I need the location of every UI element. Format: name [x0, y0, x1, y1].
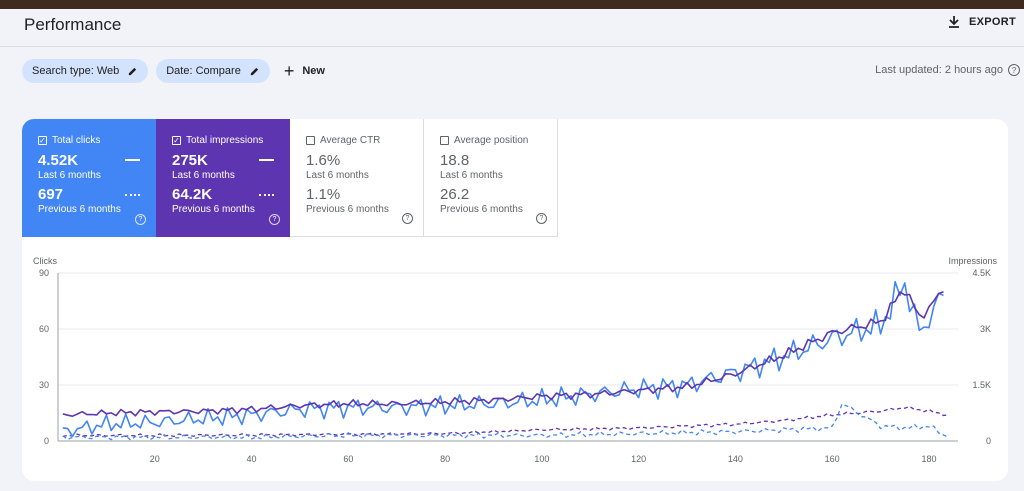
metric-value: 18.8 — [440, 152, 470, 169]
metric-prev-period: Previous 6 months — [172, 204, 255, 215]
edit-icon — [129, 67, 137, 75]
metric-period: Last 6 months — [306, 170, 369, 181]
metric-prev-period: Previous 6 months — [306, 204, 389, 215]
metric-label: Total clicks — [52, 135, 101, 146]
x-tick-label: 100 — [534, 454, 549, 464]
edit-icon — [250, 67, 258, 75]
metric-value: 4.52K — [38, 152, 79, 169]
x-tick-label: 120 — [631, 454, 646, 464]
metric-value: 275K — [172, 152, 208, 169]
download-icon — [948, 16, 959, 28]
metric-prev-value: 64.2K — [172, 186, 213, 203]
right-axis-label: Impressions — [948, 256, 997, 266]
page-header: Performance EXPORT — [0, 9, 1024, 47]
metric-period: Last 6 months — [172, 170, 235, 181]
checkbox-checked-icon[interactable]: ✓ — [38, 135, 47, 145]
right-tick-label: 1.5K — [972, 380, 991, 390]
help-icon[interactable]: ? — [536, 213, 547, 224]
metric-prev-value: 697 — [38, 186, 64, 203]
left-tick-label: 60 — [39, 324, 49, 334]
metric-label-row: Average position — [440, 135, 557, 146]
metric-total-clicks[interactable]: ✓ Total clicks 4.52K Last 6 months 697 P… — [22, 119, 156, 237]
metric-label-row: Average CTR — [306, 135, 423, 146]
right-tick-label: 3K — [980, 324, 991, 334]
performance-card: ✓ Total clicks 4.52K Last 6 months 697 P… — [22, 119, 1008, 481]
help-icon[interactable]: ? — [402, 213, 413, 224]
export-label: EXPORT — [968, 16, 1016, 28]
solid-line-legend-icon — [259, 159, 274, 161]
date-chip[interactable]: Date: Compare — [156, 59, 270, 83]
metric-label: Total impressions — [186, 135, 264, 146]
checkbox-unchecked-icon[interactable] — [440, 136, 449, 145]
left-tick-label: 90 — [39, 268, 49, 278]
help-icon[interactable]: ? — [269, 214, 280, 225]
metric-prev-value: 1.1% — [306, 186, 341, 203]
plus-icon: + — [283, 61, 295, 81]
metric-prev-period: Previous 6 months — [38, 204, 121, 215]
left-tick-label: 30 — [39, 380, 49, 390]
metric-label-row: ✓ Total impressions — [172, 135, 290, 146]
filter-bar: Search type: Web Date: Compare + New — [22, 59, 325, 83]
series-line[interactable] — [62, 405, 949, 438]
metric-average-ctr[interactable]: Average CTR 1.6% Last 6 months 1.1% Prev… — [290, 119, 424, 237]
x-tick-label: 160 — [825, 454, 840, 464]
metric-period: Last 6 months — [440, 170, 503, 181]
page-title: Performance — [24, 15, 122, 34]
left-axis-label: Clicks — [33, 256, 57, 266]
metric-label: Average CTR — [320, 135, 381, 146]
last-updated-text: Last updated: 2 hours ago — [875, 64, 1003, 76]
export-button[interactable]: EXPORT — [947, 15, 1016, 29]
metric-label: Average position — [454, 135, 529, 146]
window-top-bar — [0, 0, 1024, 9]
metric-total-impressions[interactable]: ✓ Total impressions 275K Last 6 months 6… — [156, 119, 290, 237]
metric-prev-period: Previous 6 months — [440, 204, 523, 215]
metric-period: Last 6 months — [38, 170, 101, 181]
help-icon[interactable]: ? — [135, 214, 146, 225]
last-updated: Last updated: 2 hours ago ? — [875, 64, 1020, 76]
date-label: Date: Compare — [166, 65, 241, 77]
dashed-line-legend-icon — [125, 194, 140, 196]
search-type-chip[interactable]: Search type: Web — [22, 59, 149, 83]
x-tick-label: 180 — [921, 454, 936, 464]
metric-average-position[interactable]: Average position 18.8 Last 6 months 26.2… — [424, 119, 558, 237]
metric-prev-value: 26.2 — [440, 186, 470, 203]
x-tick-label: 60 — [343, 454, 353, 464]
checkbox-checked-icon[interactable]: ✓ — [172, 135, 181, 145]
dashed-line-legend-icon — [259, 194, 274, 196]
x-tick-label: 140 — [728, 454, 743, 464]
checkbox-unchecked-icon[interactable] — [306, 136, 315, 145]
right-tick-label: 4.5K — [972, 268, 991, 278]
x-tick-label: 80 — [440, 454, 450, 464]
new-filter-button[interactable]: + New — [284, 62, 325, 80]
x-tick-label: 40 — [247, 454, 257, 464]
help-icon[interactable]: ? — [1008, 64, 1020, 76]
series-line[interactable] — [62, 290, 944, 417]
new-label: New — [302, 65, 325, 77]
left-tick-label: 0 — [44, 436, 49, 446]
metric-label-row: ✓ Total clicks — [38, 135, 156, 146]
x-tick-label: 20 — [150, 454, 160, 464]
series-line[interactable] — [62, 403, 949, 441]
performance-chart[interactable]: Clicks Impressions 0 0 30 1.5K 60 3K 90 4.5K 20 4… — [22, 119, 1008, 481]
search-type-label: Search type: Web — [32, 65, 120, 77]
metric-value: 1.6% — [306, 152, 341, 169]
right-tick-label: 0 — [986, 436, 991, 446]
solid-line-legend-icon — [125, 159, 140, 161]
